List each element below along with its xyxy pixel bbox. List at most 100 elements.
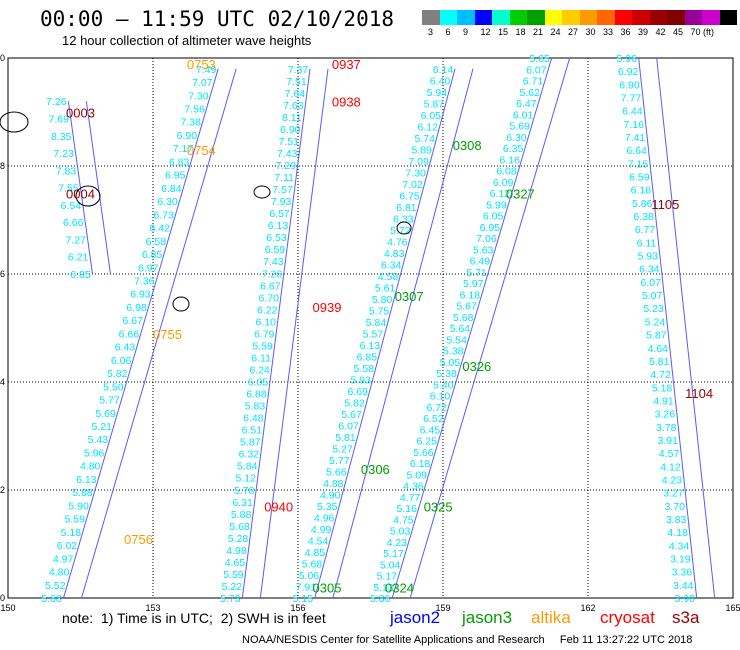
wave-height-point: 6.53 bbox=[266, 232, 287, 244]
wave-height-point: 5.82 bbox=[107, 368, 128, 380]
pass-time-label: 0753 bbox=[187, 57, 216, 72]
wave-height-point: 5.17 bbox=[383, 548, 404, 560]
pass-time-label: 0324 bbox=[385, 581, 414, 596]
wave-height-point: 6.85 bbox=[70, 269, 91, 281]
wave-height-point: 5.38 bbox=[436, 368, 457, 380]
wave-height-point: 4.83 bbox=[384, 248, 405, 260]
legend-cryosat: cryosat bbox=[600, 608, 655, 627]
pass-time-label: 0754 bbox=[187, 143, 216, 158]
wave-height-point: 4.65 bbox=[225, 557, 246, 569]
wave-height-point: 6.75 bbox=[399, 190, 420, 202]
wave-height-point: 7.23 bbox=[53, 148, 74, 160]
wave-height-point: 6.22 bbox=[257, 304, 278, 316]
wave-height-point: 5.86 bbox=[632, 198, 653, 210]
wave-height-point: 5.99 bbox=[486, 199, 507, 211]
wave-height-point: 4.91 bbox=[653, 395, 674, 407]
wave-height-point: 5.75 bbox=[369, 305, 390, 317]
wave-height-point: 6.30 bbox=[157, 196, 178, 208]
wave-height-point: 7.57 bbox=[272, 184, 293, 196]
wave-height-point: 6.52 bbox=[423, 413, 444, 425]
pass-time-label: 0755 bbox=[153, 327, 182, 342]
island-outline bbox=[396, 221, 412, 235]
wave-height-point: 3.90 bbox=[674, 593, 695, 605]
wave-height-point: 6.11 bbox=[251, 352, 271, 364]
note-text: note: 1) Time is in UTC; 2) SWH is in fe… bbox=[62, 610, 326, 626]
track-line bbox=[259, 68, 329, 599]
colorbar-tick-label: 3 bbox=[428, 27, 434, 37]
wave-height-point: 7.27 bbox=[65, 234, 86, 246]
wave-height-point: 8.35 bbox=[51, 131, 72, 143]
pass-time-label: 0327 bbox=[506, 186, 535, 201]
wave-height-point: 6.07 bbox=[640, 277, 661, 289]
wave-height-point: 5.73 bbox=[220, 593, 241, 605]
wave-height-point: 6.92 bbox=[618, 66, 639, 78]
wave-height-point: 5.71 bbox=[466, 267, 487, 279]
wave-height-point: 3.36 bbox=[672, 567, 693, 579]
y-tick-label: 10 bbox=[0, 53, 5, 63]
y-tick-label: 6 bbox=[0, 269, 5, 279]
wave-height-point: 7.16 bbox=[624, 119, 645, 131]
track-line bbox=[391, 57, 553, 599]
wave-height-point: 5.16 bbox=[397, 503, 418, 515]
wave-height-point: 6.21 bbox=[68, 252, 89, 264]
chart-subtitle: 12 hour collection of altimeter wave hei… bbox=[62, 33, 312, 48]
wave-height-point: 5.07 bbox=[642, 290, 663, 302]
wave-height-point: 5.06 bbox=[299, 570, 320, 582]
wave-height-point: 6.25 bbox=[416, 436, 437, 448]
wave-height-point: 6.49 bbox=[470, 256, 491, 268]
wave-height-point: 4.76 bbox=[387, 236, 408, 248]
wave-height-point: 6.24 bbox=[249, 364, 270, 376]
colorbar-tick-label: 36 bbox=[620, 27, 631, 37]
colorbar-swatch bbox=[667, 10, 685, 25]
wave-height-point: 6.77 bbox=[635, 224, 656, 236]
wave-height-point: 5.88 bbox=[72, 487, 93, 499]
wave-height-point: 6.05 bbox=[483, 211, 504, 223]
wave-height-point: 6.51 bbox=[242, 425, 263, 437]
wave-height-point: 3.78 bbox=[656, 422, 677, 434]
wave-height-point: 5.03 bbox=[390, 526, 411, 538]
wave-height-point: 3.27 bbox=[663, 488, 684, 500]
pass-time-label: 0307 bbox=[395, 289, 424, 304]
colorbar-swatch bbox=[579, 10, 597, 25]
colorbar-swatch bbox=[597, 10, 615, 25]
legend-jason2: jason2 bbox=[390, 608, 441, 627]
wave-height-point: 6.54 bbox=[61, 200, 82, 212]
wave-height-point: 5.18 bbox=[61, 527, 82, 539]
wave-height-point: 7.51 bbox=[286, 76, 307, 88]
wave-height-point: 7.43 bbox=[277, 148, 298, 160]
wave-height-point: 6.31 bbox=[232, 497, 253, 509]
pass-time-label: 0938 bbox=[332, 95, 361, 110]
wave-height-point: 5.69 bbox=[95, 408, 116, 420]
wave-height-point: 5.97 bbox=[463, 278, 484, 290]
legend-s3a: s3a bbox=[672, 608, 700, 627]
wave-height-point: 5.22 bbox=[222, 581, 243, 593]
y-tick-label: 4 bbox=[0, 377, 5, 387]
wave-height-point: 6.67 bbox=[122, 315, 143, 327]
wave-height-point: 6.30 bbox=[506, 132, 527, 144]
colorbar-swatch bbox=[544, 10, 562, 25]
wave-height-point: 6.83 bbox=[169, 156, 190, 168]
wave-height-point: 6.18 bbox=[631, 185, 652, 197]
wave-height-point: 6.13 bbox=[268, 220, 289, 232]
wave-height-point: 5.87 bbox=[646, 330, 667, 342]
wave-height-point: 3.70 bbox=[665, 501, 686, 513]
wave-height-point: 5.81 bbox=[335, 432, 356, 444]
wave-height-point: 4.23 bbox=[387, 537, 408, 549]
pass-time-label: 0940 bbox=[264, 500, 293, 515]
wave-height-point: 5.81 bbox=[649, 356, 670, 368]
wave-height-point: 3.83 bbox=[666, 514, 687, 526]
wave-height-point: 7.49 bbox=[196, 64, 217, 76]
wave-height-point: 6.13 bbox=[360, 340, 381, 352]
wave-height-point: 7.30 bbox=[188, 90, 209, 102]
wave-height-point: 5.90 bbox=[68, 500, 89, 512]
wave-height-point: 6.90 bbox=[619, 79, 640, 91]
wave-height-point: 3.26 bbox=[655, 409, 676, 421]
wave-height-point: 7.06 bbox=[476, 233, 497, 245]
colorbar-swatch bbox=[684, 10, 702, 25]
colorbar-tick-label: 27 bbox=[568, 27, 579, 37]
wave-height-point: 6.07 bbox=[338, 420, 359, 432]
wave-height-point: 4.96 bbox=[314, 512, 335, 524]
wave-height-point: 5.66 bbox=[326, 466, 347, 478]
wave-height-point: 6.42 bbox=[150, 223, 171, 235]
colorbar-swatch bbox=[614, 10, 632, 25]
